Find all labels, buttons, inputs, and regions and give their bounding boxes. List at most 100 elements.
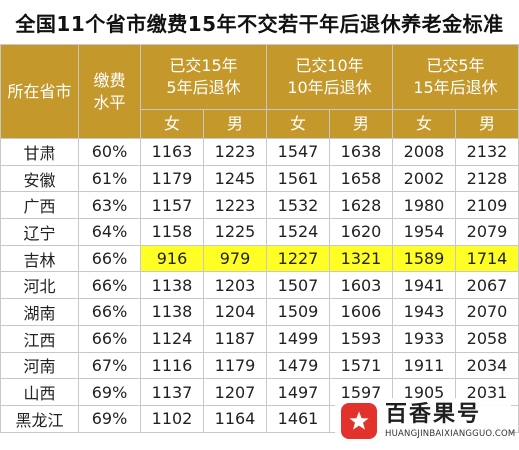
rate-cell: 60% (78, 138, 141, 166)
pension-value-cell: 979 (203, 244, 267, 273)
header-province: 所在省市 (0, 44, 79, 139)
table-row: 甘肃 60% 1163 1223 1547 1638 2008 2132 (0, 138, 519, 166)
rate-cell: 66% (78, 271, 141, 300)
pension-value-cell: 1179 (140, 164, 204, 193)
pension-value-cell: 1638 (329, 138, 393, 166)
province-cell: 河南 (0, 351, 79, 380)
pension-value-cell: 2008 (392, 138, 456, 166)
pension-value-cell: 1203 (203, 271, 267, 300)
province-cell: 山西 (0, 378, 79, 406)
pension-value-cell: 2109 (455, 191, 519, 220)
pension-value-cell: 1571 (329, 351, 393, 380)
header-group-1: 已交15年 5年后退休 (140, 44, 267, 110)
pension-value-cell: 1245 (203, 164, 267, 193)
pension-value-cell: 2070 (455, 298, 519, 326)
pension-value-cell: 1223 (203, 191, 267, 220)
watermark: 百香果号 HUANGJINBAIXIANGGUO.COM (335, 398, 515, 444)
pension-value-cell: 1589 (392, 244, 456, 273)
header-group-line1: 已交15年 (169, 56, 238, 75)
rate-cell: 66% (78, 244, 141, 273)
header-male: 男 (455, 109, 519, 139)
pension-value-cell: 1157 (140, 191, 204, 220)
table-body: 甘肃 60% 1163 1223 1547 1638 2008 2132 安徽 61% 1179 12… (0, 138, 519, 433)
pension-value-cell: 1207 (203, 378, 267, 406)
rate-cell: 61% (78, 164, 141, 193)
province-cell: 黑龙江 (0, 404, 79, 433)
header-group-line2: 15年后退休 (413, 78, 498, 97)
province-cell: 甘肃 (0, 138, 79, 166)
header-rate-line2: 水平 (93, 92, 126, 112)
watermark-name: 百香果号 (385, 401, 482, 427)
pension-value-cell: 1138 (140, 298, 204, 326)
pension-value-cell: 1507 (266, 271, 330, 300)
header-group-line2: 5年后退休 (166, 78, 241, 97)
pension-value-cell: 1954 (392, 218, 456, 246)
header-group-line1: 已交10年 (295, 56, 364, 75)
pension-value-cell: 1187 (203, 324, 267, 353)
rate-cell: 66% (78, 298, 141, 326)
table-header: 所在省市 缴费 水平 已交15年 5年后退休 已交10年 10年后退休 已交5年… (0, 44, 519, 139)
rate-cell: 66% (78, 324, 141, 353)
pension-value-cell: 1461 (266, 404, 330, 433)
table-row: 湖南 66% 1138 1204 1509 1606 1943 2070 (0, 298, 519, 326)
pension-value-cell: 1603 (329, 271, 393, 300)
pension-value-cell: 1499 (266, 324, 330, 353)
pension-value-cell: 916 (140, 244, 204, 273)
pension-value-cell: 1158 (140, 218, 204, 246)
pension-value-cell: 1179 (203, 351, 267, 380)
province-cell: 广西 (0, 191, 79, 220)
pension-value-cell: 1561 (266, 164, 330, 193)
pension-value-cell: 1163 (140, 138, 204, 166)
header-male: 男 (329, 109, 393, 139)
pension-value-cell: 2128 (455, 164, 519, 193)
province-cell: 河北 (0, 271, 79, 300)
rate-cell: 67% (78, 351, 141, 380)
table-row: 广西 63% 1157 1223 1532 1628 1980 2109 (0, 191, 519, 220)
pension-value-cell: 1620 (329, 218, 393, 246)
pension-value-cell: 1658 (329, 164, 393, 193)
star-icon (341, 403, 377, 439)
pension-value-cell: 1524 (266, 218, 330, 246)
header-group-3: 已交5年 15年后退休 (392, 44, 519, 110)
rate-cell: 69% (78, 404, 141, 433)
pension-value-cell: 1980 (392, 191, 456, 220)
pension-value-cell: 1593 (329, 324, 393, 353)
pension-value-cell: 1102 (140, 404, 204, 433)
pension-value-cell: 1547 (266, 138, 330, 166)
pension-value-cell: 1124 (140, 324, 204, 353)
header-female: 女 (266, 109, 330, 139)
table-row: 山西 69% 1137 1207 1497 1597 1905 2031 (0, 378, 519, 406)
province-cell: 安徽 (0, 164, 79, 193)
header-male: 男 (203, 109, 267, 139)
table-row: 辽宁 64% 1158 1225 1524 1620 1954 2079 (0, 218, 519, 246)
table-row: 河北 66% 1138 1203 1507 1603 1941 2067 (0, 271, 519, 300)
pension-value-cell: 1509 (266, 298, 330, 326)
pension-value-cell: 1138 (140, 271, 204, 300)
pension-value-cell: 1941 (392, 271, 456, 300)
pension-value-cell: 1223 (203, 138, 267, 166)
pension-table: 所在省市 缴费 水平 已交15年 5年后退休 已交10年 10年后退休 已交5年… (0, 44, 519, 433)
province-cell: 吉林 (0, 244, 79, 273)
rate-cell: 69% (78, 378, 141, 406)
header-rate-line1: 缴费 (93, 70, 126, 90)
pension-value-cell: 2132 (455, 138, 519, 166)
pension-value-cell: 1116 (140, 351, 204, 380)
pension-value-cell: 1497 (266, 378, 330, 406)
header-rate: 缴费 水平 (78, 44, 141, 139)
pension-value-cell: 1204 (203, 298, 267, 326)
province-cell: 湖南 (0, 298, 79, 326)
header-female: 女 (392, 109, 456, 139)
page-title: 全国11个省市缴费15年不交若干年后退休养老金标准 (0, 0, 519, 44)
rate-cell: 63% (78, 191, 141, 220)
pension-value-cell: 1714 (455, 244, 519, 273)
pension-value-cell: 2002 (392, 164, 456, 193)
pension-value-cell: 2034 (455, 351, 519, 380)
pension-value-cell: 1321 (329, 244, 393, 273)
pension-value-cell: 1227 (266, 244, 330, 273)
rate-cell: 64% (78, 218, 141, 246)
table-row: 安徽 61% 1179 1245 1561 1658 2002 2128 (0, 164, 519, 193)
pension-value-cell: 2058 (455, 324, 519, 353)
table-row: 江西 66% 1124 1187 1499 1593 1933 2058 (0, 324, 519, 353)
header-group-2: 已交10年 10年后退休 (266, 44, 393, 110)
table-row: 河南 67% 1116 1179 1479 1571 1911 2034 (0, 351, 519, 380)
